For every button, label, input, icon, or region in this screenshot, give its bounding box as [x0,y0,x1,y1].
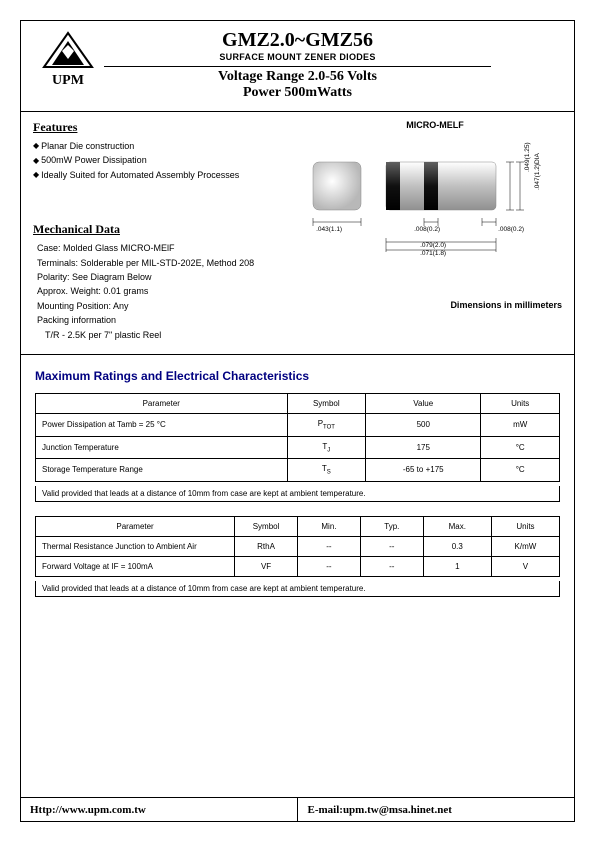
footer: Http://www.upm.com.tw E-mail:upm.tw@msa.… [20,797,575,822]
mech-terminals: Terminals: Solderable per MIL-STD-202E, … [37,256,308,270]
td: -65 to +175 [366,459,481,482]
td: -- [360,536,423,556]
table-note-1: Valid provided that leads at a distance … [35,486,560,502]
features-list: ◆Planar Die construction ◆500mW Power Di… [33,139,308,182]
th: Min. [298,516,361,536]
mech-polarity: Polarity: See Diagram Below [37,270,308,284]
dim-label: .043(1.1) [316,226,342,233]
feature-text: 500mW Power Dissipation [41,155,147,165]
feature-text: Planar Die construction [41,141,134,151]
td: V [491,556,559,576]
td: 0.3 [423,536,491,556]
table-row: Thermal Resistance Junction to Ambient A… [36,536,560,556]
header: UPM GMZ2.0~GMZ56 SURFACE MOUNT ZENER DIO… [21,21,574,112]
product-number: GMZ2.0~GMZ56 [21,29,574,52]
table-row: Junction Temperature TJ 175 °C [36,436,560,459]
dim-label: .008(0.2) [414,226,440,233]
feature-item: ◆Planar Die construction [33,139,308,153]
td: K/mW [491,536,559,556]
left-column: Features ◆Planar Die construction ◆500mW… [33,120,308,342]
td: 500 [366,413,481,436]
dimensions-note: Dimensions in millimeters [308,300,562,310]
td: TJ [287,436,366,459]
th: Typ. [360,516,423,536]
th: Symbol [235,516,298,536]
td: PTOT [287,413,366,436]
mechanical-data: Case: Molded Glass MICRO-MElF Terminals:… [33,241,308,342]
td: -- [360,556,423,576]
table-header-row: Parameter Symbol Min. Typ. Max. Units [36,516,560,536]
th: Symbol [287,393,366,413]
th: Parameter [36,393,288,413]
td: Power Dissipation at Tamb = 25 °C [36,413,288,436]
ratings-table-2: Parameter Symbol Min. Typ. Max. Units Th… [35,516,560,577]
mech-packing-detail: T/R - 2.5K per 7" plastic Reel [37,328,308,342]
header-divider [104,66,491,67]
td: TS [287,459,366,482]
td: °C [481,436,560,459]
th: Units [491,516,559,536]
product-subtitle: SURFACE MOUNT ZENER DIODES [21,52,574,62]
logo-icon [40,31,96,71]
td: RthA [235,536,298,556]
td: mW [481,413,560,436]
td: Storage Temperature Range [36,459,288,482]
mech-weight: Approx. Weight: 0.01 grams [37,284,308,298]
td: °C [481,459,560,482]
td: -- [298,556,361,576]
th: Value [366,393,481,413]
ratings-title: Maximum Ratings and Electrical Character… [35,369,574,383]
td: Thermal Resistance Junction to Ambient A… [36,536,235,556]
feature-item: ◆Ideally Suited for Automated Assembly P… [33,168,308,182]
voltage-range: Voltage Range 2.0-56 Volts [21,69,574,85]
dim-label: .047(1.2)DIA [534,153,541,190]
dim-label: .008(0.2) [498,226,524,233]
footer-email: E-mail:upm.tw@msa.hinet.net [298,798,576,822]
package-label: MICRO-MELF [308,120,562,130]
upper-body: Features ◆Planar Die construction ◆500mW… [21,112,574,355]
features-title: Features [33,120,308,135]
dim-label: .071(1.8) [420,250,446,257]
right-column: MICRO-MELF [308,120,562,342]
dim-label: .049(1.25) [524,142,531,172]
td: -- [298,536,361,556]
mech-packing-label: Packing information [37,313,308,327]
table-header-row: Parameter Symbol Value Units [36,393,560,413]
td: Junction Temperature [36,436,288,459]
feature-text: Ideally Suited for Automated Assembly Pr… [41,170,239,180]
table-row: Power Dissipation at Tamb = 25 °C PTOT 5… [36,413,560,436]
mech-case: Case: Molded Glass MICRO-MElF [37,241,308,255]
table-row: Forward Voltage at IF = 100mA VF -- -- 1… [36,556,560,576]
package-diagram: .043(1.1) .008(0.2) .008(0.2) .079(2.0) … [308,142,562,282]
feature-item: ◆500mW Power Dissipation [33,153,308,167]
page-border: UPM GMZ2.0~GMZ56 SURFACE MOUNT ZENER DIO… [20,20,575,822]
td: VF [235,556,298,576]
table-note-2: Valid provided that leads at a distance … [35,581,560,597]
th: Max. [423,516,491,536]
ratings-table-1: Parameter Symbol Value Units Power Dissi… [35,393,560,482]
logo-block: UPM [33,31,103,89]
mech-mounting: Mounting Position: Any [37,299,308,313]
power-rating: Power 500mWatts [21,85,574,101]
mechanical-title: Mechanical Data [33,222,308,237]
logo-text: UPM [33,73,103,89]
th: Parameter [36,516,235,536]
footer-url: Http://www.upm.com.tw [20,798,298,822]
table-row: Storage Temperature Range TS -65 to +175… [36,459,560,482]
td: 1 [423,556,491,576]
td: 175 [366,436,481,459]
th: Units [481,393,560,413]
td: Forward Voltage at IF = 100mA [36,556,235,576]
dim-label: .079(2.0) [420,242,446,249]
